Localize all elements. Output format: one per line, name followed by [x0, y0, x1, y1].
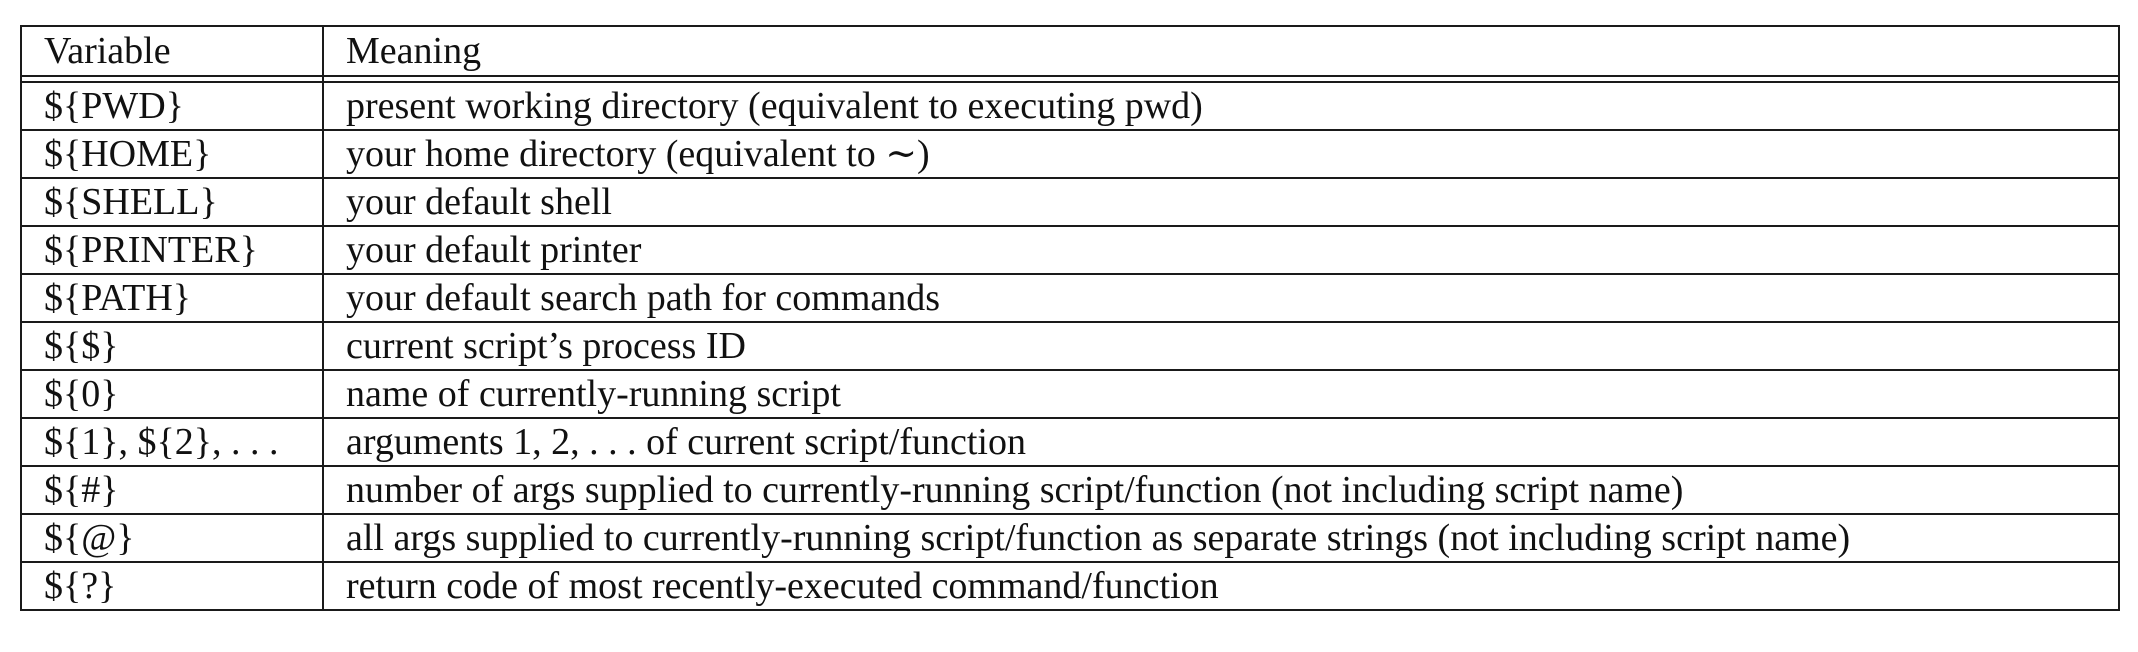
variable-cell: ${SHELL}	[20, 177, 324, 227]
variable-cell: ${1}, ${2}, . . .	[20, 417, 324, 467]
meaning-cell: all args supplied to currently-running s…	[322, 513, 2120, 563]
table-row: ${#} number of args supplied to currentl…	[20, 465, 2120, 515]
variable-cell: ${PWD}	[20, 81, 324, 131]
meaning-cell: your default printer	[322, 225, 2120, 275]
table-row: ${PATH} your default search path for com…	[20, 273, 2120, 323]
table-row: ${1}, ${2}, . . . arguments 1, 2, . . . …	[20, 417, 2120, 467]
header-row: Variable Meaning	[20, 25, 2120, 77]
header-variable: Variable	[20, 25, 324, 77]
header-separator	[20, 76, 2120, 82]
header-meaning: Meaning	[322, 25, 2120, 77]
separator-cell	[322, 76, 2120, 82]
meaning-cell: return code of most recently-executed co…	[322, 561, 2120, 611]
variables-table: Variable Meaning ${PWD} present working …	[20, 25, 2120, 611]
table-row: ${0} name of currently-running script	[20, 369, 2120, 419]
variable-cell: ${$}	[20, 321, 324, 371]
meaning-cell: number of args supplied to currently-run…	[322, 465, 2120, 515]
meaning-cell: current script’s process ID	[322, 321, 2120, 371]
variable-cell: ${?}	[20, 561, 324, 611]
variable-cell: ${0}	[20, 369, 324, 419]
table-row: ${HOME} your home directory (equivalent …	[20, 129, 2120, 179]
meaning-cell: your default search path for commands	[322, 273, 2120, 323]
table-row: ${PWD} present working directory (equiva…	[20, 81, 2120, 131]
table-header: Variable Meaning	[20, 25, 2120, 77]
meaning-cell: your home directory (equivalent to ∼)	[322, 129, 2120, 179]
table-row: ${@} all args supplied to currently-runn…	[20, 513, 2120, 563]
table-row: ${PRINTER} your default printer	[20, 225, 2120, 275]
variable-cell: ${@}	[20, 513, 324, 563]
table-body: ${PWD} present working directory (equiva…	[20, 76, 2120, 611]
meaning-cell: present working directory (equivalent to…	[322, 81, 2120, 131]
separator-cell	[20, 76, 324, 82]
variable-cell: ${PATH}	[20, 273, 324, 323]
variable-cell: ${#}	[20, 465, 324, 515]
variables-table-container: Variable Meaning ${PWD} present working …	[20, 25, 2120, 611]
variable-cell: ${HOME}	[20, 129, 324, 179]
table-row: ${?} return code of most recently-execut…	[20, 561, 2120, 611]
meaning-cell: name of currently-running script	[322, 369, 2120, 419]
meaning-cell: your default shell	[322, 177, 2120, 227]
table-row: ${SHELL} your default shell	[20, 177, 2120, 227]
meaning-cell: arguments 1, 2, . . . of current script/…	[322, 417, 2120, 467]
table-row: ${$} current script’s process ID	[20, 321, 2120, 371]
variable-cell: ${PRINTER}	[20, 225, 324, 275]
